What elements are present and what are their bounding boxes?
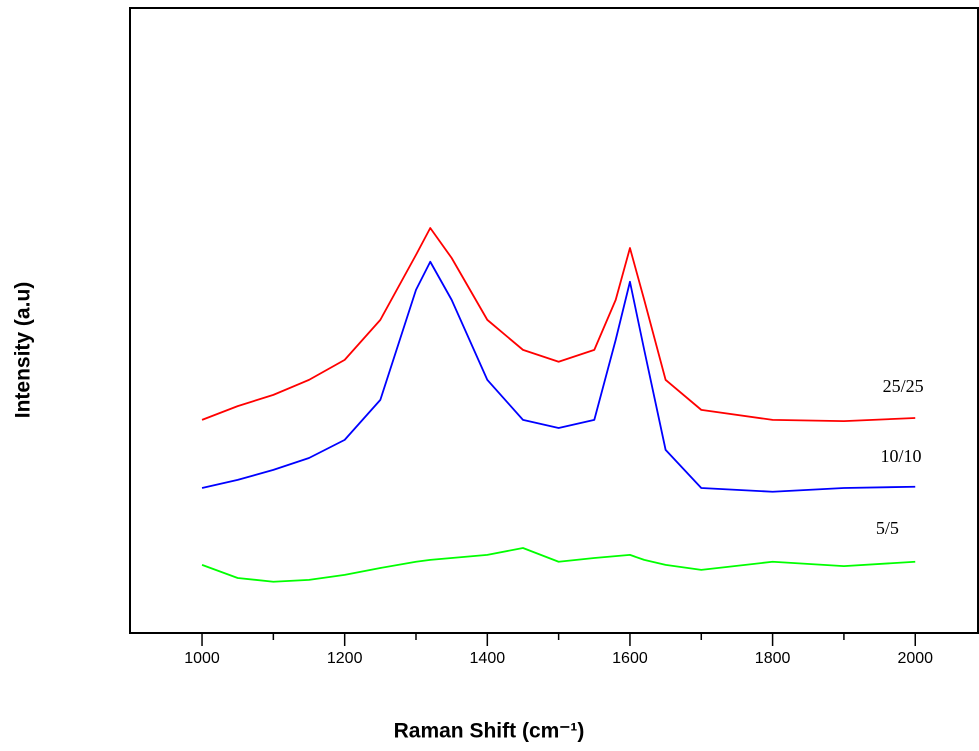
x-tick-label: 2000 (897, 650, 933, 667)
series-line (201, 227, 916, 423)
x-axis-label: Raman Shift (cm⁻¹) (394, 720, 585, 743)
series-line (201, 547, 916, 583)
series-annotation: 10/10 (880, 446, 921, 466)
series-annotation: 5/5 (876, 518, 899, 538)
x-tick-label: 1000 (184, 650, 220, 667)
x-tick-label: 1600 (612, 650, 648, 667)
x-tick-label: 1800 (755, 650, 791, 667)
series-annotation: 25/25 (883, 376, 924, 396)
plot-frame (129, 7, 979, 634)
y-axis-label: Intensity (a.u) (12, 282, 35, 419)
x-tick-label: 1400 (470, 650, 506, 667)
series-line (201, 260, 916, 493)
x-tick-label: 1200 (327, 650, 363, 667)
